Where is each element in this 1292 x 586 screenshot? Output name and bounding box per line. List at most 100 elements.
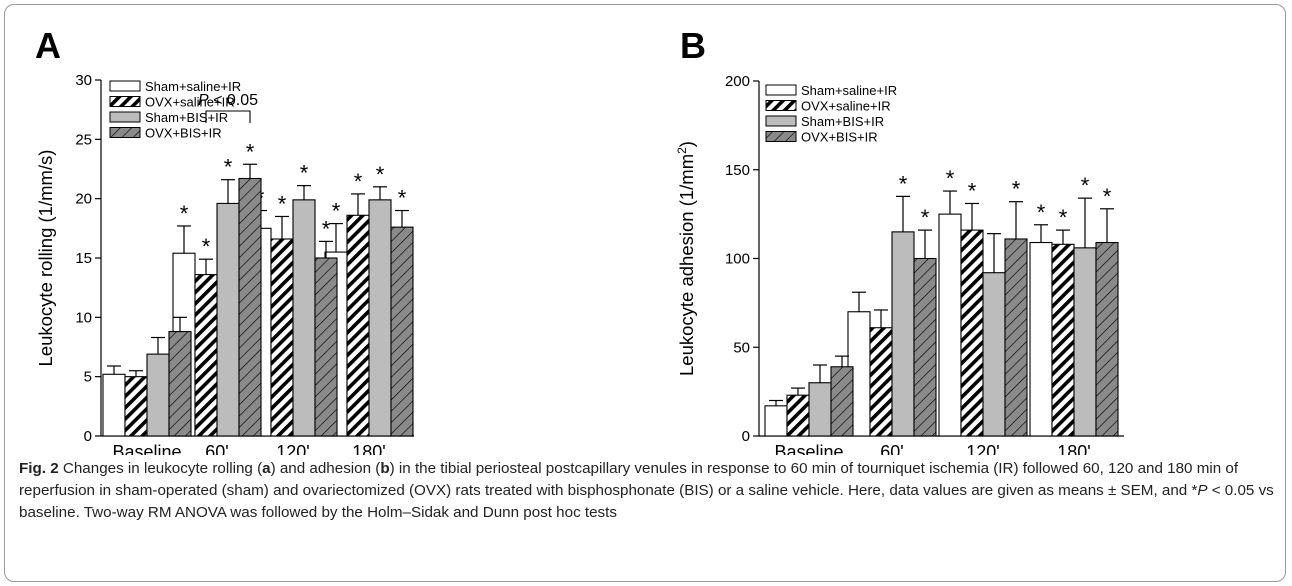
bar xyxy=(913,257,937,437)
significance-star: * xyxy=(921,205,930,230)
x-tick-label: 120' xyxy=(966,442,999,455)
bar xyxy=(1095,241,1119,437)
y-tick-label: 25 xyxy=(75,131,92,148)
bar xyxy=(982,272,1006,437)
bar xyxy=(194,274,218,437)
y-tick-label: 10 xyxy=(75,309,92,326)
figure-panel: A 0 5 10 15 20 25 30 Leukocyte rolling (1/mm/s)… xyxy=(4,4,1286,582)
significance-star: * xyxy=(202,234,211,259)
significance-star: * xyxy=(322,216,331,241)
legend-swatch xyxy=(765,115,797,127)
caption-text-4: < 0.05 vs baseline. Two-way RM ANOVA was… xyxy=(19,482,1274,521)
legend-swatch xyxy=(765,84,797,96)
significance-star: * xyxy=(398,186,407,211)
bar xyxy=(786,394,810,437)
y-axis-label: Leukocyte rolling (1/mm/s) xyxy=(35,150,56,367)
significance-star: * xyxy=(968,178,977,203)
x-tick-label: 60' xyxy=(205,442,228,455)
y-tick-label: 20 xyxy=(75,191,92,208)
bar xyxy=(168,331,192,437)
significance-star: * xyxy=(180,201,189,226)
bar xyxy=(1073,247,1097,437)
caption-label: Fig. 2 xyxy=(19,460,59,477)
y-tick-label: 15 xyxy=(75,250,92,267)
figure-plots: A 0 5 10 15 20 25 30 Leukocyte rolling (1/mm/s)… xyxy=(35,25,1124,455)
figure-caption: Fig. 2 Changes in leukocyte rolling (a) … xyxy=(19,458,1275,524)
x-tick-label: Baseline xyxy=(774,442,843,455)
bar xyxy=(390,226,414,437)
bar xyxy=(314,257,338,437)
significance-star: * xyxy=(278,191,287,216)
legend-swatch xyxy=(765,131,797,142)
y-tick-label: 50 xyxy=(733,339,750,356)
legend-label: OVX+saline+IR xyxy=(145,95,235,110)
legend-swatch xyxy=(109,111,141,123)
significance-star: * xyxy=(300,161,309,186)
x-tick-label: 120' xyxy=(276,442,309,455)
y-tick-label: 200 xyxy=(725,73,750,90)
significance-star: * xyxy=(1059,205,1068,230)
significance-star: * xyxy=(946,166,955,191)
x-tick-label: Baseline xyxy=(112,442,181,455)
legend-swatch xyxy=(109,80,141,92)
x-tick-label: 180' xyxy=(352,442,385,455)
bar xyxy=(238,177,262,437)
significance-star: * xyxy=(1012,177,1021,202)
panel-b-chart: B 0 50 100 150 200 Leukocyte adhesion (1/mm2)… xyxy=(675,25,1124,455)
caption-a-ref: a xyxy=(262,460,271,477)
bar xyxy=(146,353,170,437)
bar xyxy=(891,231,915,437)
legend-swatch xyxy=(109,96,141,107)
bar xyxy=(938,213,962,437)
bar xyxy=(292,199,316,437)
significance-star: * xyxy=(1037,200,1046,225)
bar xyxy=(1004,238,1028,437)
bar xyxy=(764,405,788,437)
bracket-label: P < 0.05 xyxy=(198,92,258,109)
legend-label: OVX+BIS+IR xyxy=(145,126,222,141)
bar xyxy=(346,214,370,437)
significance-star: * xyxy=(1103,184,1112,209)
y-tick-label: 0 xyxy=(742,428,750,445)
bar xyxy=(869,327,893,437)
significance-star: * xyxy=(224,155,233,180)
caption-text-2: ) and adhesion ( xyxy=(270,460,381,477)
significance-star: * xyxy=(332,199,341,224)
legend-label: Sham+BIS+IR xyxy=(801,114,884,129)
panel-a-chart: A 0 5 10 15 20 25 30 Leukocyte rolling (1/mm/s)… xyxy=(35,25,414,455)
legend-label: OVX+BIS+IR xyxy=(801,130,878,145)
significance-star: * xyxy=(1081,173,1090,198)
bar xyxy=(960,229,984,437)
y-tick-label: 0 xyxy=(84,428,92,445)
y-axis-label: Leukocyte adhesion (1/mm2) xyxy=(675,141,697,376)
legend-label: OVX+saline+IR xyxy=(801,99,891,114)
bar xyxy=(830,366,854,437)
bar xyxy=(368,199,392,437)
legend-label: Sham+saline+IR xyxy=(801,83,897,98)
y-tick-label: 100 xyxy=(725,251,750,268)
bar xyxy=(216,202,240,437)
legend-label: Sham+saline+IR xyxy=(145,79,241,94)
y-tick-label: 150 xyxy=(725,162,750,179)
caption-text-3: ) in the tibial periosteal postcapillary… xyxy=(19,460,1239,499)
bar xyxy=(124,376,148,437)
significance-star: * xyxy=(246,139,255,164)
bar xyxy=(808,382,832,437)
panel-a-label: A xyxy=(35,25,61,66)
significance-bracket xyxy=(205,110,251,123)
x-tick-label: 60' xyxy=(880,442,903,455)
bar xyxy=(102,373,126,437)
significance-star: * xyxy=(354,169,363,194)
legend-label: Sham+BIS+IR xyxy=(145,110,228,125)
caption-b-ref: b xyxy=(380,460,390,477)
bar xyxy=(270,238,294,437)
x-tick-label: 180' xyxy=(1057,442,1090,455)
y-tick-label: 30 xyxy=(75,72,92,89)
bar xyxy=(1051,243,1075,437)
caption-p-var: P xyxy=(1197,482,1208,499)
significance-star: * xyxy=(376,162,385,187)
legend-swatch xyxy=(109,127,141,138)
significance-star: * xyxy=(899,171,908,196)
y-tick-label: 5 xyxy=(84,369,92,386)
panel-b-label: B xyxy=(680,25,706,66)
